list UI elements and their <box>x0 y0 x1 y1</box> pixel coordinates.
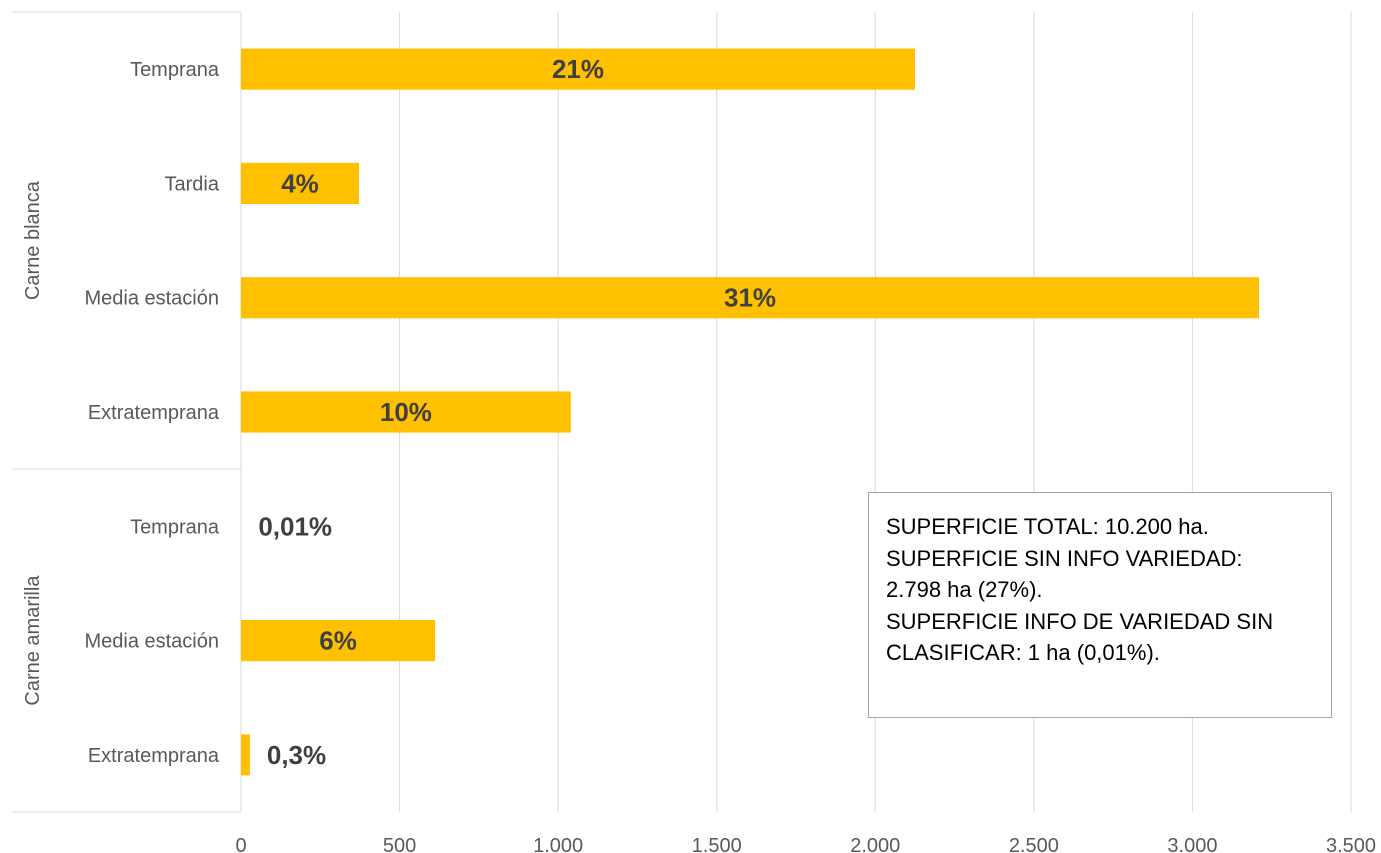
category-label: Temprana <box>130 59 220 81</box>
bar <box>241 277 1260 319</box>
x-tick-labels: 0 500 1.000 1.500 2.000 2.500 3.000 3.500 <box>235 835 1376 853</box>
note-line: CLASIFICAR: 1 ha (0,01%). <box>886 640 1160 665</box>
bar <box>241 620 436 662</box>
category-label: Extratemprana <box>88 402 220 424</box>
bars <box>241 48 1260 776</box>
note-line: SUPERFICIE TOTAL: 10.200 ha. <box>886 514 1209 539</box>
note-line: SUPERFICIE INFO DE VARIEDAD SIN <box>886 608 1274 634</box>
bar <box>241 162 359 204</box>
category-labels: Carne blanca Carne amarilla Temprana Tardia… <box>22 59 220 767</box>
data-label: 0,3% <box>267 740 326 770</box>
data-label: 10% <box>380 397 432 427</box>
category-label: Tardia <box>165 173 220 195</box>
group-label: Carne blanca <box>22 180 44 300</box>
x-tick-label: 0 <box>235 835 246 853</box>
category-label: Temprana <box>130 516 220 538</box>
x-tick-label: 1.000 <box>533 835 583 853</box>
summary-note-box: SUPERFICIE TOTAL: 10.200 ha. SUPERFICIE … <box>868 492 1332 718</box>
data-labels: 21% 4% 31% 10% 0,01% 6% 0,3% <box>258 54 776 770</box>
x-tick-label: 1.500 <box>692 835 742 853</box>
data-label: 0,01% <box>258 511 332 541</box>
category-label: Extratemprana <box>88 745 220 767</box>
data-label: 31% <box>724 283 776 313</box>
group-label: Carne amarilla <box>22 575 44 706</box>
bar <box>241 734 250 776</box>
x-tick-label: 3.000 <box>1167 835 1217 853</box>
x-tick-label: 3.500 <box>1326 835 1376 853</box>
x-tick-label: 500 <box>383 835 416 853</box>
data-label: 21% <box>552 54 604 84</box>
note-line: 2.798 ha (27%). <box>886 577 1043 602</box>
note-line: SUPERFICIE SIN INFO VARIEDAD: <box>886 545 1243 571</box>
data-label: 6% <box>319 626 357 656</box>
x-tick-label: 2.500 <box>1009 835 1059 853</box>
category-label: Media estación <box>84 631 219 653</box>
x-tick-label: 2.000 <box>850 835 900 853</box>
gridlines <box>399 12 1352 812</box>
bar <box>241 391 571 433</box>
category-label: Media estación <box>84 288 219 310</box>
data-label: 4% <box>281 168 319 198</box>
bar <box>241 48 915 90</box>
